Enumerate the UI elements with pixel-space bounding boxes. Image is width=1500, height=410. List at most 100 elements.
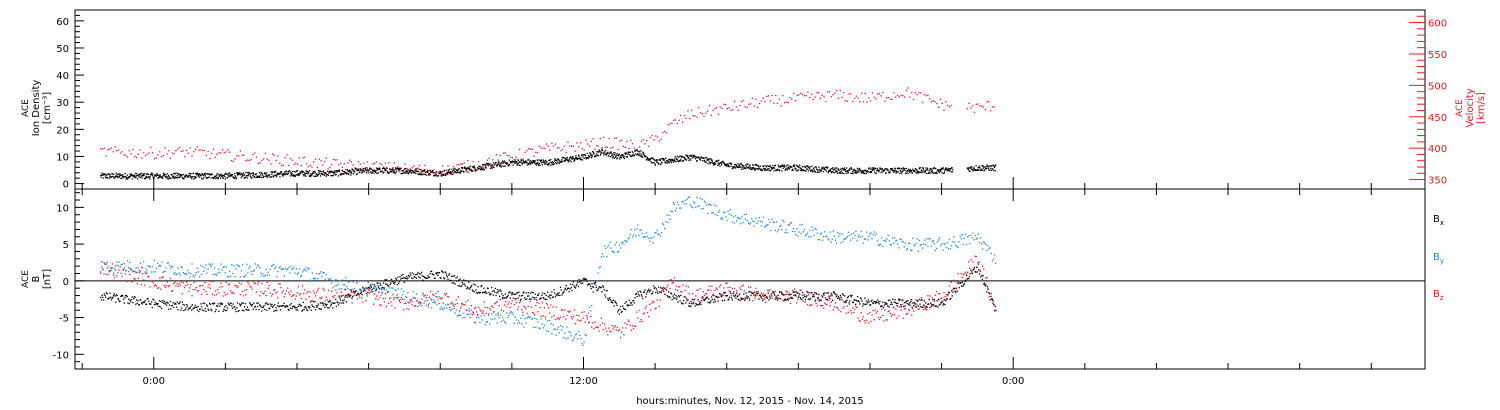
data-point bbox=[592, 152, 595, 154]
data-point bbox=[139, 149, 141, 151]
data-point bbox=[687, 157, 689, 160]
data-point bbox=[586, 157, 589, 159]
data-point bbox=[626, 240, 628, 242]
data-point bbox=[869, 171, 871, 173]
data-point bbox=[486, 292, 488, 294]
data-point bbox=[493, 163, 496, 165]
data-point bbox=[721, 107, 723, 109]
data-point bbox=[879, 243, 882, 245]
data-point bbox=[364, 167, 367, 170]
data-point bbox=[363, 288, 365, 290]
data-point bbox=[409, 299, 411, 301]
data-point bbox=[250, 176, 252, 178]
data-point bbox=[556, 147, 558, 149]
data-point bbox=[501, 316, 504, 318]
data-point bbox=[132, 302, 134, 304]
data-point bbox=[225, 151, 227, 153]
data-point bbox=[972, 269, 974, 271]
data-point bbox=[143, 175, 145, 177]
data-point bbox=[619, 156, 621, 159]
data-point bbox=[978, 167, 980, 169]
data-point bbox=[564, 288, 566, 291]
data-point bbox=[273, 171, 275, 173]
data-point bbox=[847, 172, 849, 174]
data-point bbox=[938, 304, 941, 306]
data-point bbox=[836, 167, 838, 169]
data-point bbox=[851, 168, 853, 170]
data-point bbox=[857, 171, 859, 173]
data-point bbox=[551, 161, 553, 163]
data-point bbox=[360, 292, 362, 295]
data-point bbox=[934, 249, 937, 252]
data-point bbox=[160, 265, 162, 267]
data-point bbox=[262, 292, 264, 295]
data-point bbox=[579, 158, 581, 161]
data-point bbox=[992, 164, 994, 166]
data-point bbox=[481, 168, 483, 171]
data-point bbox=[611, 153, 613, 155]
data-point bbox=[395, 168, 398, 170]
data-point bbox=[450, 172, 452, 174]
data-point bbox=[208, 309, 210, 312]
data-point bbox=[524, 151, 526, 154]
data-point bbox=[234, 173, 236, 175]
data-point bbox=[883, 169, 886, 172]
data-point bbox=[107, 149, 109, 151]
data-point bbox=[415, 168, 418, 170]
data-point bbox=[264, 274, 266, 276]
data-point bbox=[368, 292, 370, 295]
data-point bbox=[300, 297, 303, 300]
data-point bbox=[249, 285, 251, 287]
data-point bbox=[789, 165, 791, 167]
data-point bbox=[315, 175, 317, 177]
data-point bbox=[524, 298, 527, 301]
data-point bbox=[150, 280, 152, 282]
data-point bbox=[268, 308, 270, 310]
data-point bbox=[268, 159, 270, 161]
data-point bbox=[481, 292, 484, 294]
data-point bbox=[423, 170, 425, 172]
data-point bbox=[481, 165, 483, 168]
data-point bbox=[449, 171, 451, 174]
data-point bbox=[198, 285, 201, 287]
data-point bbox=[275, 292, 277, 294]
data-point bbox=[929, 168, 932, 171]
data-point bbox=[947, 248, 949, 250]
data-point bbox=[116, 275, 118, 277]
data-point bbox=[774, 164, 777, 166]
data-point bbox=[766, 224, 768, 227]
data-point bbox=[547, 295, 549, 298]
data-point bbox=[476, 169, 478, 171]
data-point bbox=[179, 284, 181, 286]
data-point bbox=[385, 289, 388, 291]
data-point bbox=[270, 295, 273, 297]
data-point bbox=[544, 159, 547, 162]
data-point bbox=[102, 174, 104, 176]
data-point bbox=[968, 167, 971, 169]
data-point bbox=[455, 172, 458, 174]
data-point bbox=[457, 315, 460, 317]
data-point bbox=[993, 106, 995, 108]
data-point bbox=[525, 160, 527, 162]
data-point bbox=[411, 300, 413, 303]
data-point bbox=[412, 170, 414, 172]
data-point bbox=[948, 170, 951, 172]
data-point bbox=[162, 276, 164, 278]
data-point bbox=[909, 171, 911, 173]
data-point bbox=[526, 295, 529, 297]
data-point bbox=[613, 152, 615, 154]
data-point bbox=[173, 306, 175, 308]
data-point bbox=[167, 176, 169, 178]
data-point bbox=[488, 323, 491, 325]
data-point bbox=[762, 165, 764, 168]
data-point bbox=[399, 171, 401, 173]
data-point bbox=[271, 171, 274, 174]
data-point bbox=[624, 302, 626, 304]
data-point bbox=[423, 173, 425, 175]
data-point bbox=[676, 158, 678, 161]
data-point bbox=[901, 168, 903, 170]
data-point bbox=[377, 282, 379, 284]
data-point bbox=[320, 171, 322, 173]
data-point bbox=[201, 177, 203, 180]
data-point bbox=[702, 207, 705, 210]
